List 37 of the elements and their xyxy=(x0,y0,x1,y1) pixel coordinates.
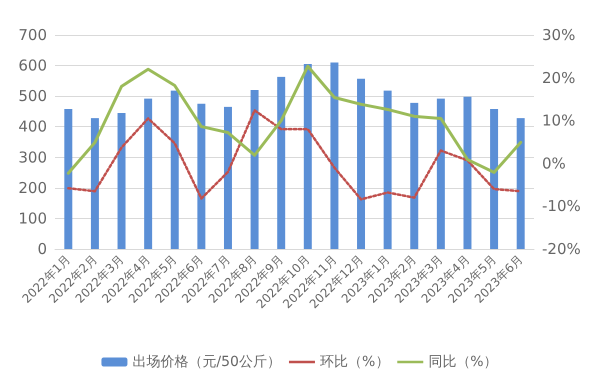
bar xyxy=(304,64,312,249)
y-tick-label: 200 xyxy=(18,178,47,197)
bar xyxy=(490,108,498,249)
y2-tick-label: -10% xyxy=(542,197,581,216)
bar xyxy=(277,76,286,249)
bar xyxy=(330,62,338,249)
y-tick-label: 300 xyxy=(18,148,47,166)
line-series xyxy=(67,109,522,201)
bar xyxy=(197,104,206,249)
bar xyxy=(436,98,445,249)
y-tick-label: 400 xyxy=(18,118,47,136)
bar xyxy=(90,118,99,249)
bar xyxy=(357,78,366,249)
legend-label: 环比（%） xyxy=(320,354,390,370)
y2-tick-label: 20% xyxy=(542,68,576,87)
y-tick-label: 0 xyxy=(37,240,47,258)
bar xyxy=(516,118,525,249)
bar xyxy=(144,98,152,249)
y-tick-label: 100 xyxy=(18,209,47,228)
y2-tick-label: 0% xyxy=(542,154,566,172)
legend-label: 出场价格（元/50公斤） xyxy=(132,354,281,370)
bar xyxy=(224,106,232,249)
line-series xyxy=(66,64,522,175)
bar xyxy=(170,90,179,249)
legend-label: 同比（%） xyxy=(428,354,498,370)
bar xyxy=(250,90,259,249)
bar xyxy=(463,96,472,249)
bar xyxy=(410,102,418,249)
bar xyxy=(384,90,392,249)
y2-tick-label: -20% xyxy=(542,240,581,258)
y2-tick-label: 30% xyxy=(542,26,576,44)
y-tick-label: 600 xyxy=(18,56,47,75)
bar xyxy=(118,112,126,249)
y2-tick-label: 10% xyxy=(542,112,576,130)
y-tick-label: 700 xyxy=(18,26,47,44)
y-tick-label: 500 xyxy=(18,87,47,106)
bar xyxy=(64,108,72,249)
